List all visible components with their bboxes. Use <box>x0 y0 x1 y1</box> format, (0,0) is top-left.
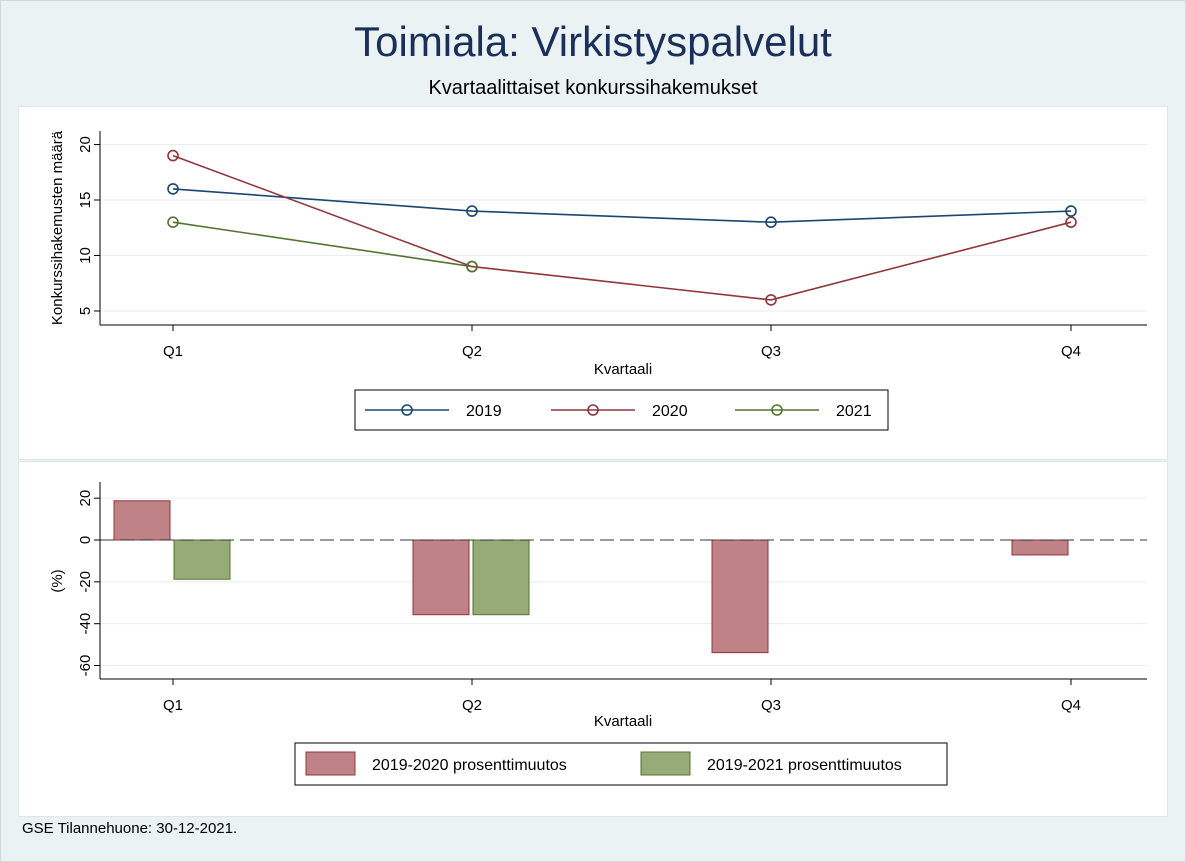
y-tick-label: -20 <box>77 571 94 593</box>
legend-label: 2019-2020 prosenttimuutos <box>372 757 567 774</box>
data-point-2019 <box>1065 205 1077 217</box>
data-point-2020 <box>765 294 777 306</box>
x-tick-label: Q4 <box>1061 697 1081 714</box>
y-tick-label: -60 <box>77 655 94 677</box>
legend-box <box>294 742 948 786</box>
x-tick-label: Q2 <box>462 697 482 714</box>
series-line-2021 <box>172 221 473 268</box>
legend-marker <box>587 404 599 416</box>
y-axis-title: Konkurssihakemusten määrä <box>49 130 66 325</box>
y-tick-label: -40 <box>77 613 94 635</box>
legend-swatch <box>305 751 356 776</box>
legend-marker <box>771 404 783 416</box>
data-point-2021 <box>167 216 179 228</box>
chart-subtitle: Kvartaalittaiset konkurssihakemukset <box>428 77 758 99</box>
series-line-2019 <box>172 188 1072 224</box>
y-axis-title: (%) <box>49 569 66 592</box>
bar-2019-2020 prosenttimuutos <box>1011 539 1069 556</box>
y-tick-label: 20 <box>77 490 94 507</box>
x-axis-title: Kvartaali <box>594 361 652 378</box>
footnote: GSE Tilannehuone: 30-12-2021. <box>22 820 238 837</box>
x-tick-label: Q1 <box>163 343 183 360</box>
series-line-2020 <box>172 154 1072 301</box>
data-point-2020 <box>1065 216 1077 228</box>
chart-title: Toimiala: Virkistyspalvelut <box>354 18 832 65</box>
data-point-2020 <box>167 149 179 162</box>
legend-swatch <box>640 751 691 776</box>
data-point-2019 <box>765 216 777 228</box>
x-tick-label: Q4 <box>1061 343 1081 360</box>
y-tick-label: 15 <box>77 192 94 209</box>
line-chart: 5 10 15 20 Q1 Q2 Q3 Q4 Kvartaali Konkurssihakemus… <box>49 130 1147 431</box>
legend-label: 2019 <box>466 403 502 420</box>
y-tick-label: 10 <box>77 247 94 264</box>
legend-label: 2021 <box>836 403 872 420</box>
x-axis-title: Kvartaali <box>594 713 652 730</box>
y-tick-label: 20 <box>77 136 94 153</box>
x-tick-label: Q2 <box>462 343 482 360</box>
bar-2019-2020 prosenttimuutos <box>412 539 470 616</box>
data-point-2019 <box>167 183 179 195</box>
legend-label: 2019-2021 prosenttimuutos <box>707 757 902 774</box>
line-chart-panel: 5 10 15 20 Q1 Q2 Q3 Q4 Kvartaali Konkurssihakemus… <box>18 106 1168 460</box>
bar-2019-2021 prosenttimuutos <box>173 539 231 580</box>
bar-chart-panel: 20 0 -20 -40 -60 Q1 Q2 Q3 Q4 Kvartaali (%) 2019-202… <box>18 461 1168 817</box>
bar-2019-2020 prosenttimuutos <box>711 539 769 654</box>
bar-2019-2020 prosenttimuutos <box>113 500 171 541</box>
bar-chart: 20 0 -20 -40 -60 Q1 Q2 Q3 Q4 Kvartaali (%) 2019-202… <box>49 482 1147 786</box>
legend-marker <box>401 404 413 416</box>
x-tick-label: Q1 <box>163 697 183 714</box>
bar-2019-2021 prosenttimuutos <box>472 539 530 616</box>
y-tick-label: 0 <box>77 536 94 544</box>
data-point-2021 <box>466 260 478 273</box>
data-point-2019 <box>466 205 478 217</box>
x-tick-label: Q3 <box>761 343 781 360</box>
x-tick-label: Q3 <box>761 697 781 714</box>
y-tick-label: 5 <box>77 307 94 315</box>
legend-label: 2020 <box>652 403 688 420</box>
